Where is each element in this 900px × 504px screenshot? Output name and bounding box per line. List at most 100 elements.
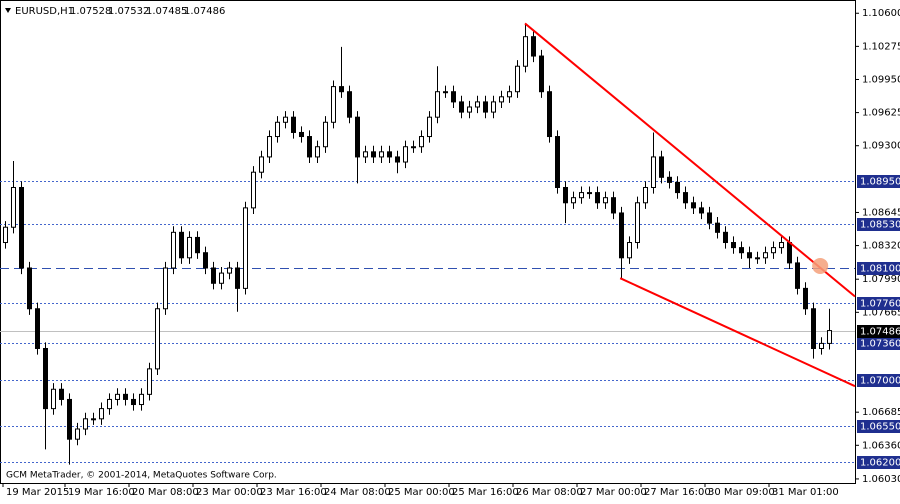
x-tick-label: 26 Mar 08:00 bbox=[516, 487, 583, 498]
level-label: 1.07000 bbox=[860, 376, 900, 387]
level-label-box bbox=[857, 297, 900, 310]
candle-body bbox=[27, 267, 32, 310]
trendline bbox=[619, 277, 856, 388]
y-tick-label: 1.07990 bbox=[862, 274, 900, 285]
candle-body bbox=[779, 242, 784, 249]
level-label: 1.08100 bbox=[860, 264, 900, 275]
header-price: 1.07528 bbox=[70, 6, 111, 17]
x-tick-label: 30 Mar 09:00 bbox=[708, 487, 775, 498]
candle-body bbox=[619, 212, 624, 259]
candle-body bbox=[587, 192, 592, 195]
y-tick-label: 1.09950 bbox=[862, 74, 900, 85]
candle-body bbox=[107, 398, 112, 410]
candle-body bbox=[291, 116, 296, 133]
candle-body bbox=[259, 156, 264, 173]
header-price: 1.07532 bbox=[108, 6, 149, 17]
level-label-box bbox=[857, 337, 900, 350]
candle-body bbox=[795, 262, 800, 289]
candle-body bbox=[787, 242, 792, 264]
y-tick-label: 1.06030 bbox=[862, 474, 900, 485]
candle-body bbox=[627, 242, 632, 259]
current-price-label: 1.07486 bbox=[860, 327, 900, 338]
candle-body bbox=[763, 252, 768, 259]
y-tick-label: 1.09300 bbox=[862, 141, 900, 152]
candle-body bbox=[395, 156, 400, 163]
candle-body bbox=[75, 428, 80, 440]
candle-body bbox=[555, 136, 560, 188]
candle-body bbox=[179, 231, 184, 259]
candle-body bbox=[467, 106, 472, 113]
candle-body bbox=[147, 368, 152, 395]
level-label-box bbox=[857, 218, 900, 231]
candle-body bbox=[691, 202, 696, 209]
candle-body bbox=[139, 393, 144, 406]
candle-body bbox=[531, 36, 536, 57]
symbol: EURUSD,H1 bbox=[15, 6, 74, 17]
candle-body bbox=[315, 146, 320, 158]
candle-body bbox=[339, 86, 344, 93]
y-tick-label: 1.09625 bbox=[862, 108, 900, 119]
level-label: 1.07760 bbox=[860, 299, 900, 310]
candle-body bbox=[827, 330, 832, 344]
candle-body bbox=[211, 267, 216, 284]
candle-body bbox=[243, 207, 248, 289]
candle-body bbox=[323, 121, 328, 148]
x-tick-label: 27 Mar 00:00 bbox=[580, 487, 647, 498]
menu-triangle[interactable] bbox=[5, 8, 11, 13]
x-tick-label: 19 Mar 2015 bbox=[6, 487, 69, 498]
level-label-box bbox=[857, 420, 900, 433]
candle-body bbox=[435, 91, 440, 118]
candle-body bbox=[283, 116, 288, 123]
candle-body bbox=[499, 96, 504, 103]
candle-body bbox=[43, 347, 48, 410]
candle-body bbox=[19, 186, 24, 269]
y-tick-label: 1.06685 bbox=[862, 407, 900, 418]
candle-body bbox=[171, 231, 176, 269]
current-price-box bbox=[857, 325, 900, 338]
candle-body bbox=[419, 136, 424, 148]
y-tick-label: 1.10275 bbox=[862, 41, 900, 52]
candle-body bbox=[267, 136, 272, 158]
candle-body bbox=[515, 65, 520, 93]
candle-body bbox=[83, 418, 88, 430]
level-label: 1.08950 bbox=[860, 177, 900, 188]
candle-body bbox=[387, 151, 392, 158]
candle-body bbox=[115, 393, 120, 400]
x-tick-label: 20 Mar 08:00 bbox=[132, 487, 199, 498]
candle-body bbox=[571, 197, 576, 204]
candle-body bbox=[3, 226, 8, 244]
candle-body bbox=[411, 146, 416, 149]
candle-body bbox=[67, 398, 72, 440]
candle-body bbox=[379, 151, 384, 158]
x-tick-label: 25 Mar 16:00 bbox=[452, 487, 519, 498]
candle-body bbox=[331, 86, 336, 123]
copyright: GCM MetaTrader, © 2001-2014, MetaQuotes … bbox=[6, 471, 277, 481]
candle-body bbox=[203, 252, 208, 269]
x-tick-label: 27 Mar 16:00 bbox=[644, 487, 711, 498]
x-tick-label: 23 Mar 16:00 bbox=[260, 487, 327, 498]
x-tick-label: 19 Mar 16:00 bbox=[68, 487, 135, 498]
candle-body bbox=[99, 408, 104, 420]
candle-body bbox=[219, 272, 224, 284]
candle-body bbox=[475, 101, 480, 108]
candle-body bbox=[35, 308, 40, 349]
candle-body bbox=[59, 388, 64, 400]
candle-body bbox=[187, 236, 192, 259]
candle-body bbox=[611, 197, 616, 214]
candle-body bbox=[275, 121, 280, 138]
candle-body bbox=[755, 257, 760, 260]
level-label: 1.07360 bbox=[860, 339, 900, 350]
y-tick-label: 1.07665 bbox=[862, 307, 900, 318]
y-tick-label: 1.08320 bbox=[862, 241, 900, 252]
x-tick-label: 23 Mar 00:00 bbox=[196, 487, 263, 498]
candle-body bbox=[707, 212, 712, 224]
candle-body bbox=[811, 308, 816, 349]
candle-body bbox=[195, 236, 200, 254]
candle-body bbox=[667, 176, 672, 183]
level-label: 1.06200 bbox=[860, 458, 900, 469]
candle-body bbox=[443, 91, 448, 94]
candle-body bbox=[123, 393, 128, 400]
x-tick-label: 25 Mar 00:00 bbox=[388, 487, 455, 498]
candle-body bbox=[635, 202, 640, 244]
candle-body bbox=[803, 287, 808, 310]
